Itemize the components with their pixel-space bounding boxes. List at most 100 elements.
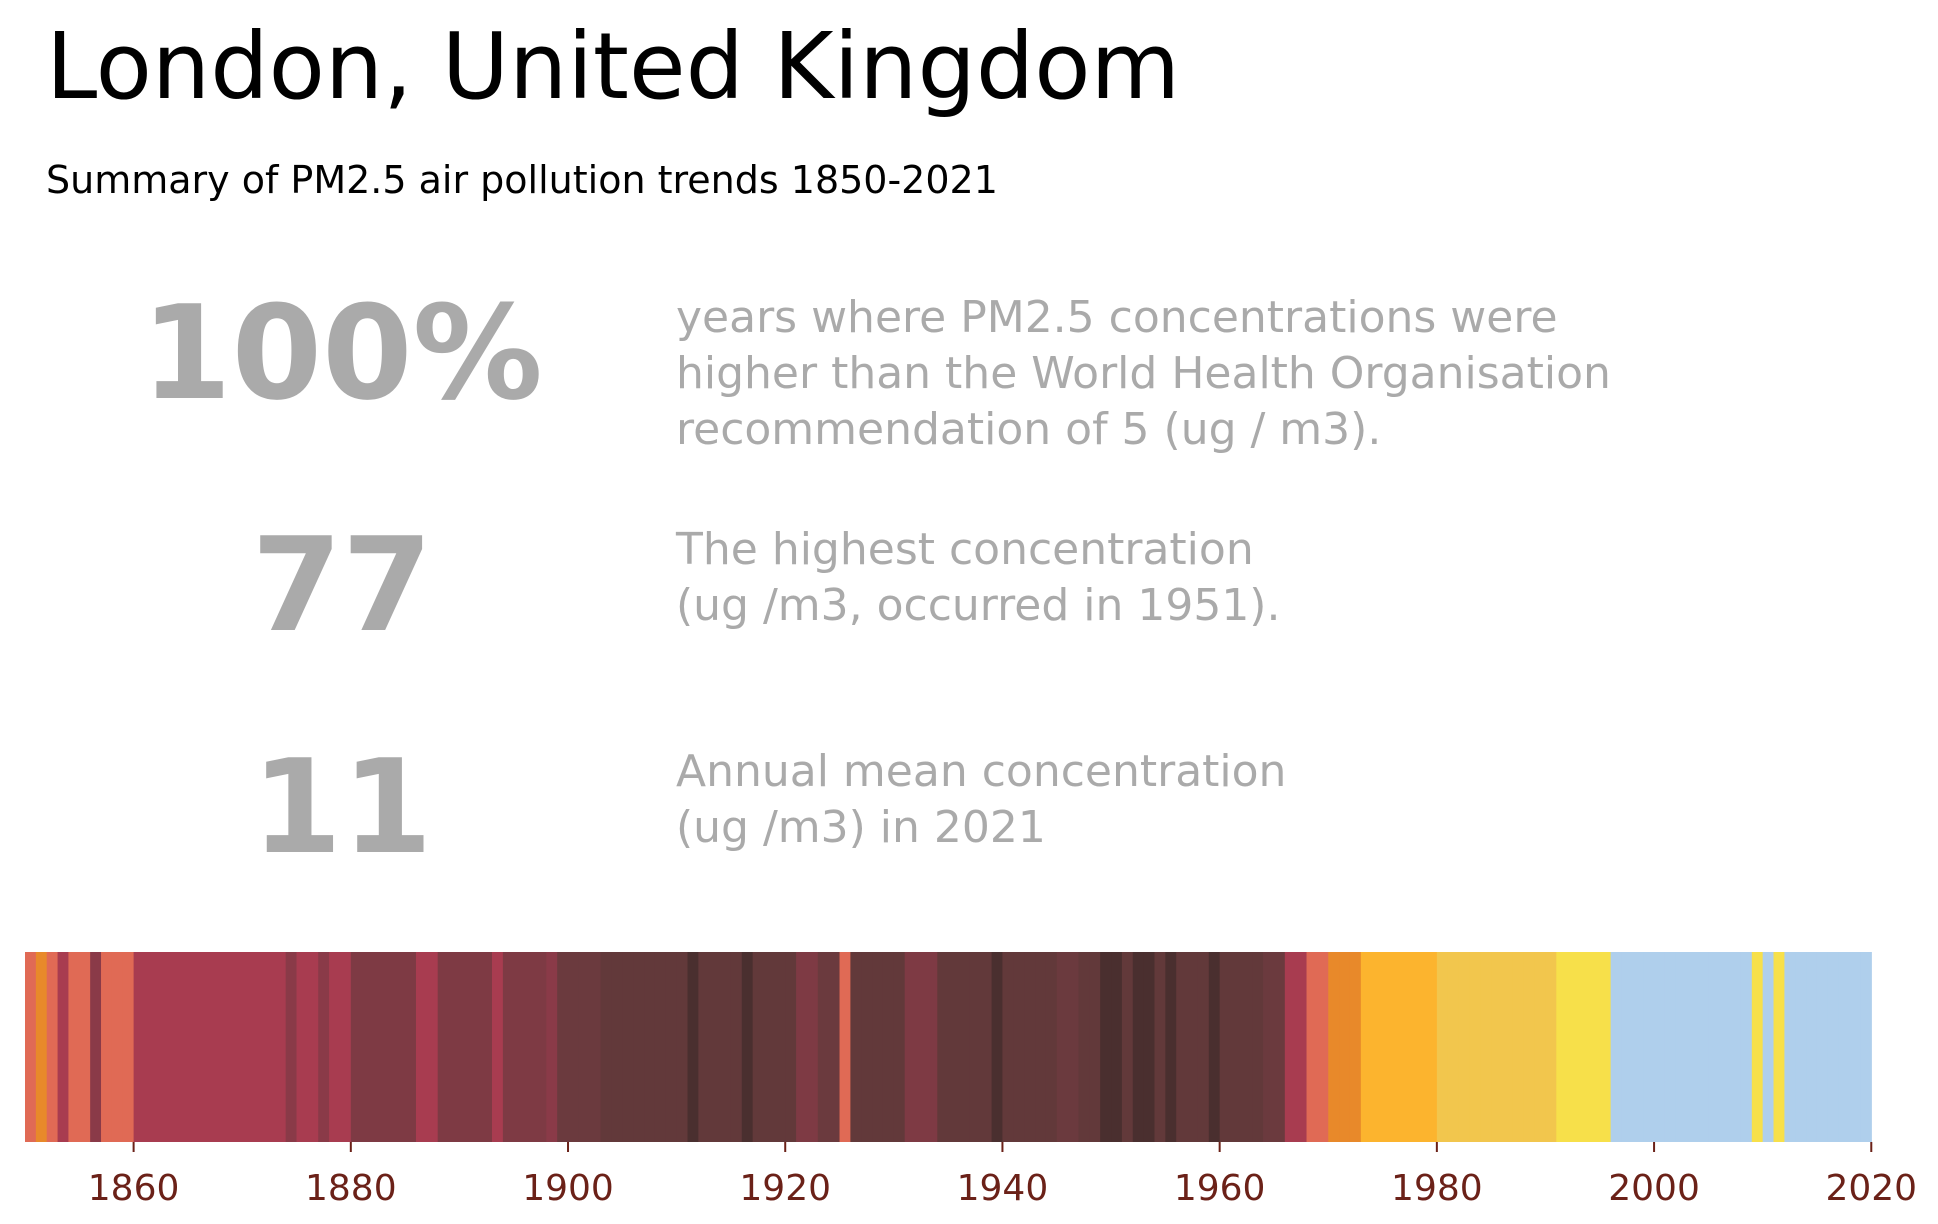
stripe-1966 <box>1284 952 1297 1142</box>
stripe-1873 <box>274 952 287 1142</box>
stripe-1854 <box>68 952 80 1142</box>
stripe-2000 <box>1654 952 1666 1142</box>
stripe-1850 <box>25 952 37 1142</box>
stripe-1858 <box>111 952 124 1142</box>
stripe-1875 <box>296 952 308 1142</box>
stripe-1932 <box>915 952 928 1142</box>
stat-description-highest: The highest concentration (ug /m3, occur… <box>676 524 1281 631</box>
stripe-1910 <box>676 952 689 1142</box>
stripe-1997 <box>1621 952 1633 1142</box>
stripe-1940 <box>1002 952 1014 1142</box>
stripe-2010 <box>1762 952 1775 1142</box>
stripe-1957 <box>1187 952 1199 1142</box>
stripe-1907 <box>644 952 656 1142</box>
stripe-1961 <box>1230 952 1242 1142</box>
x-tick-label-1880: 1880 <box>305 1168 397 1209</box>
stripe-1981 <box>1447 952 1460 1142</box>
stripe-1859 <box>122 952 135 1142</box>
stripe-1949 <box>1100 952 1112 1142</box>
stripe-1941 <box>1013 952 1025 1142</box>
stripe-1943 <box>1035 952 1047 1142</box>
stripe-1877 <box>318 952 330 1142</box>
stripe-1866 <box>198 952 211 1142</box>
stripe-1942 <box>1024 952 1036 1142</box>
stripes-group <box>25 952 1872 1142</box>
stripe-1885 <box>405 952 417 1142</box>
stripe-1881 <box>361 952 374 1142</box>
stripe-1852 <box>46 952 59 1142</box>
stripe-1869 <box>231 952 243 1142</box>
page-subtitle: Summary of PM2.5 air pollution trends 18… <box>46 158 998 202</box>
stripe-2006 <box>1719 952 1731 1142</box>
stripe-1959 <box>1208 952 1221 1142</box>
stripe-1891 <box>470 952 482 1142</box>
stripe-1923 <box>817 952 830 1142</box>
stripe-1980 <box>1436 952 1449 1142</box>
stripe-1926 <box>850 952 862 1142</box>
stripe-1922 <box>806 952 819 1142</box>
stripe-2011 <box>1773 952 1785 1142</box>
x-tick-label-1960: 1960 <box>1174 1168 1266 1209</box>
stripe-1965 <box>1273 952 1286 1142</box>
stripe-2009 <box>1751 952 1764 1142</box>
stripe-1865 <box>187 952 200 1142</box>
stripe-1889 <box>448 952 461 1142</box>
stripe-1964 <box>1263 952 1275 1142</box>
x-tick-label-2020: 2020 <box>1825 1168 1917 1209</box>
stripe-2002 <box>1675 952 1688 1142</box>
stripe-1976 <box>1393 952 1405 1142</box>
stripe-1913 <box>709 952 721 1142</box>
x-tick-label-1920: 1920 <box>739 1168 831 1209</box>
stripe-1908 <box>654 952 667 1142</box>
x-tick-label-1980: 1980 <box>1391 1168 1483 1209</box>
stripe-1914 <box>720 952 732 1142</box>
stripe-1975 <box>1382 952 1395 1142</box>
stripe-1953 <box>1143 952 1156 1142</box>
stripe-1999 <box>1643 952 1655 1142</box>
stripe-2016 <box>1827 952 1840 1142</box>
stripe-1912 <box>698 952 710 1142</box>
stripe-1884 <box>394 952 406 1142</box>
stripe-1990 <box>1545 952 1557 1142</box>
stripe-1967 <box>1295 952 1308 1142</box>
x-tick-label-2000: 2000 <box>1608 1168 1700 1209</box>
stripe-1977 <box>1404 952 1416 1142</box>
stripe-1890 <box>459 952 471 1142</box>
stripe-1899 <box>557 952 569 1142</box>
stripe-1983 <box>1469 952 1481 1142</box>
stripe-1947 <box>1078 952 1090 1142</box>
stripe-1929 <box>882 952 895 1142</box>
stripe-1934 <box>937 952 949 1142</box>
stripe-1968 <box>1306 952 1318 1142</box>
stripe-1950 <box>1111 952 1123 1142</box>
stripe-1867 <box>209 952 222 1142</box>
stripe-1894 <box>502 952 515 1142</box>
stripe-1985 <box>1491 952 1503 1142</box>
stripe-1935 <box>948 952 960 1142</box>
stripe-1856 <box>90 952 102 1142</box>
stripe-1972 <box>1349 952 1362 1142</box>
stripe-1904 <box>611 952 623 1142</box>
stripe-1998 <box>1632 952 1644 1142</box>
stripe-1992 <box>1567 952 1579 1142</box>
stripe-1938 <box>980 952 993 1142</box>
x-tick-label-1940: 1940 <box>957 1168 1049 1209</box>
stripe-1984 <box>1480 952 1492 1142</box>
stripe-1895 <box>513 952 526 1142</box>
page-title: London, United Kingdom <box>46 13 1181 120</box>
stripe-1898 <box>546 952 558 1142</box>
stripe-1861 <box>144 952 156 1142</box>
stripe-1928 <box>872 952 884 1142</box>
x-tick-label-1900: 1900 <box>522 1168 614 1209</box>
stripe-1918 <box>763 952 775 1142</box>
stripe-1860 <box>133 952 146 1142</box>
stripe-1905 <box>622 952 634 1142</box>
stripe-1994 <box>1588 952 1601 1142</box>
stripe-1906 <box>633 952 645 1142</box>
stripe-2012 <box>1784 952 1796 1142</box>
stripe-1920 <box>785 952 797 1142</box>
stripe-1974 <box>1371 952 1384 1142</box>
stripe-2015 <box>1816 952 1829 1142</box>
stripe-1971 <box>1339 952 1351 1142</box>
stripe-1919 <box>774 952 786 1142</box>
